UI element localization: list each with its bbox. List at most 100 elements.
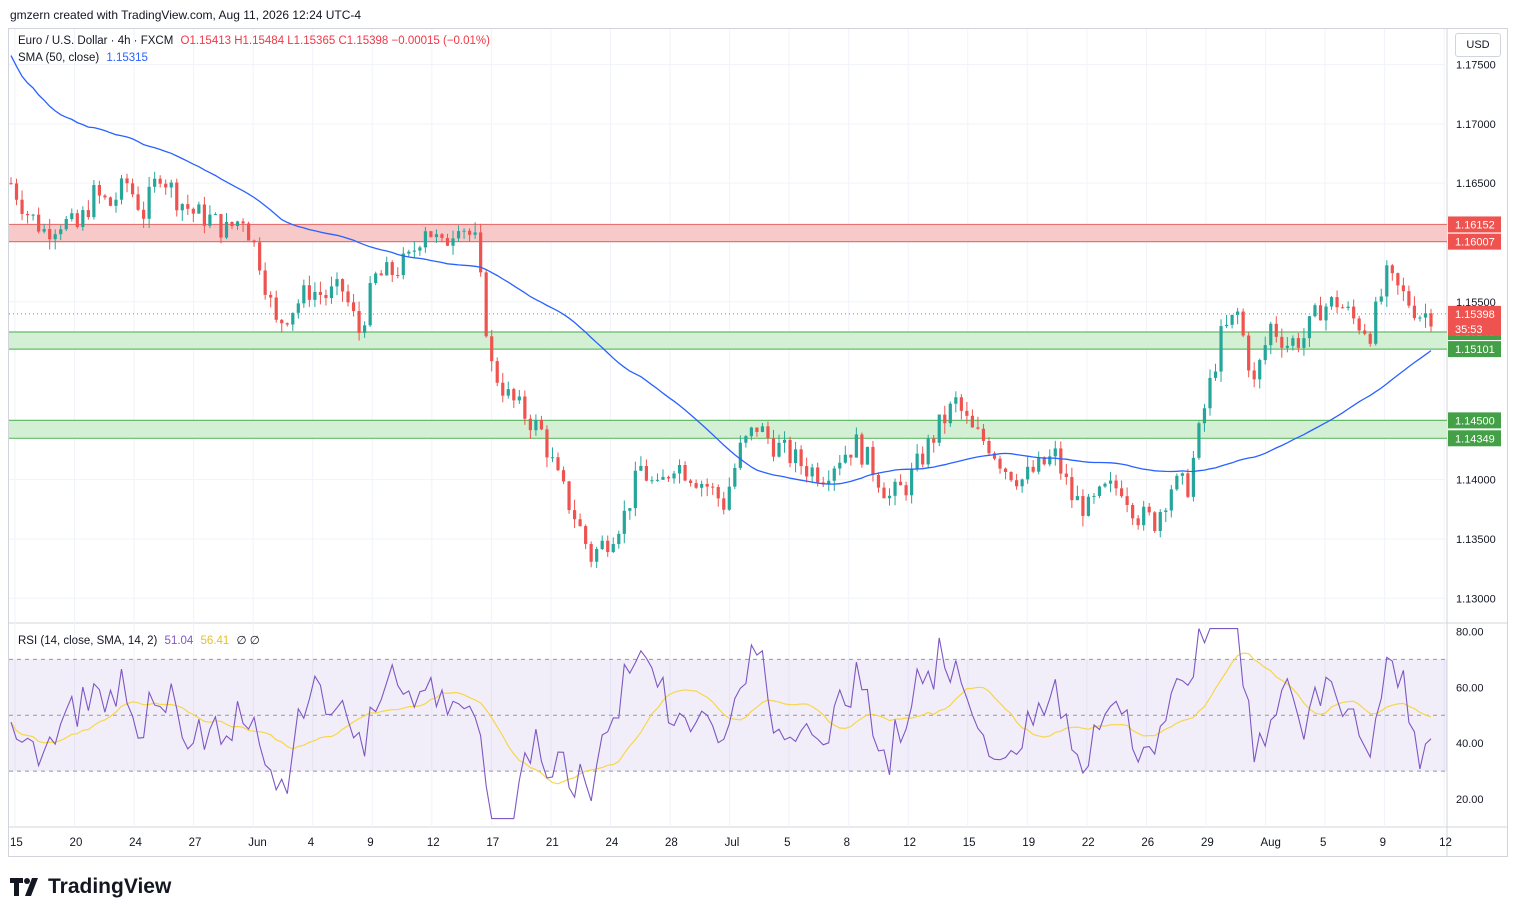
price-tick-label: 1.17000 xyxy=(1456,119,1496,131)
candle-body xyxy=(793,449,798,464)
candle-body xyxy=(1108,480,1113,484)
candle-body xyxy=(655,479,660,481)
candle-body xyxy=(589,543,593,562)
candle-body xyxy=(230,221,234,227)
time-tick-label: Jul xyxy=(725,837,740,849)
support-lower-top-tag-bg xyxy=(1448,412,1501,429)
last-price-tag-bg xyxy=(1448,305,1501,336)
candle-body xyxy=(1064,473,1068,478)
candle-body xyxy=(1053,448,1057,457)
candle-body xyxy=(479,232,483,273)
candle-body xyxy=(252,240,256,243)
candle-body xyxy=(650,480,654,482)
price-tick-label: 1.14000 xyxy=(1456,475,1496,487)
candle-body xyxy=(700,483,704,488)
tradingview-logo-icon xyxy=(10,878,38,896)
candle-body xyxy=(561,470,566,482)
candle-body xyxy=(1103,483,1107,487)
candle-body xyxy=(484,272,488,337)
candle-body xyxy=(992,453,997,459)
price-tick-label: 1.16500 xyxy=(1456,178,1496,190)
candle-body xyxy=(197,204,201,214)
candle-body xyxy=(771,438,776,457)
candle-body xyxy=(1385,265,1389,297)
time-tick-label: 9 xyxy=(1380,837,1386,849)
sma-label[interactable]: SMA (50, close) xyxy=(18,52,100,64)
candle-body xyxy=(711,486,715,488)
time-tick-label: 5 xyxy=(1320,837,1326,849)
candle-body xyxy=(749,427,753,437)
price-tick-label: 1.17500 xyxy=(1456,60,1496,72)
candle-body xyxy=(490,336,494,362)
support-zone-upper xyxy=(9,332,1447,350)
candle-body xyxy=(180,204,184,211)
candle-body xyxy=(838,462,842,469)
tradingview-logo[interactable]: TradingView xyxy=(10,875,171,899)
rsi-label[interactable]: RSI (14, close, SMA, 14, 2) xyxy=(18,635,158,647)
candle-body xyxy=(1213,371,1218,378)
candle-body xyxy=(1258,360,1262,380)
candle-body xyxy=(865,446,870,465)
candle-body xyxy=(219,214,223,238)
candle-body xyxy=(556,457,560,471)
candle-body xyxy=(898,481,903,486)
support-zone-lower xyxy=(9,420,1447,439)
candle-body xyxy=(1097,486,1102,496)
candle-body xyxy=(396,275,400,277)
candle-body xyxy=(1269,323,1273,346)
candle-body xyxy=(53,234,57,240)
candle-body xyxy=(1396,273,1400,286)
candle-body xyxy=(666,476,671,479)
candle-body xyxy=(954,397,958,404)
candle-body xyxy=(600,540,604,550)
sma-line xyxy=(10,55,1432,485)
time-tick-label: 24 xyxy=(605,837,618,849)
support-upper-bottom-tag-bg xyxy=(1448,341,1501,358)
candle-body xyxy=(1180,473,1184,476)
candle-body xyxy=(153,178,157,187)
candle-body xyxy=(1357,318,1361,331)
candle-body xyxy=(705,483,709,487)
rsi-tick-label: 60.00 xyxy=(1456,682,1484,694)
candle-body xyxy=(677,464,682,474)
candle-body xyxy=(760,426,765,432)
candle-body xyxy=(462,230,466,232)
candle-body xyxy=(379,273,383,276)
rsi-tick-label: 20.00 xyxy=(1456,794,1484,806)
candle-body xyxy=(1175,475,1179,490)
candle-body xyxy=(1224,324,1229,327)
candle-body xyxy=(235,221,240,227)
candle-body xyxy=(1423,313,1428,318)
time-tick-label: 4 xyxy=(308,837,315,849)
candle-body xyxy=(887,495,892,499)
resistance-zone xyxy=(9,224,1447,242)
candle-body xyxy=(943,414,947,424)
candle-body xyxy=(1412,305,1417,319)
candle-body xyxy=(1037,457,1041,472)
candle-body xyxy=(324,294,328,299)
symbol-label[interactable]: Euro / U.S. Dollar · 4h · FXCM xyxy=(18,35,174,47)
candle-body xyxy=(9,183,13,185)
candle-body xyxy=(1147,506,1151,513)
candle-body xyxy=(528,418,532,431)
candle-body xyxy=(926,438,930,465)
candle-body xyxy=(633,470,637,509)
candle-body xyxy=(1191,457,1196,497)
candle-body xyxy=(357,311,361,333)
candle-body xyxy=(495,361,499,383)
candle-body xyxy=(1329,297,1334,307)
time-tick-label: 22 xyxy=(1082,837,1095,849)
currency-button[interactable]: USD xyxy=(1455,33,1501,57)
candle-body xyxy=(142,209,146,219)
rsi-legend: RSI (14, close, SMA, 14, 2) 51.04 56.41 … xyxy=(18,633,264,647)
candle-body xyxy=(64,219,68,230)
time-tick-label: 20 xyxy=(70,837,83,849)
candle-body xyxy=(1390,265,1394,274)
candle-body xyxy=(689,480,693,484)
candle-body xyxy=(103,195,107,198)
candle-body xyxy=(871,446,875,475)
candle-body xyxy=(661,476,665,480)
candle-body xyxy=(854,434,858,458)
candle-body xyxy=(1197,423,1201,458)
